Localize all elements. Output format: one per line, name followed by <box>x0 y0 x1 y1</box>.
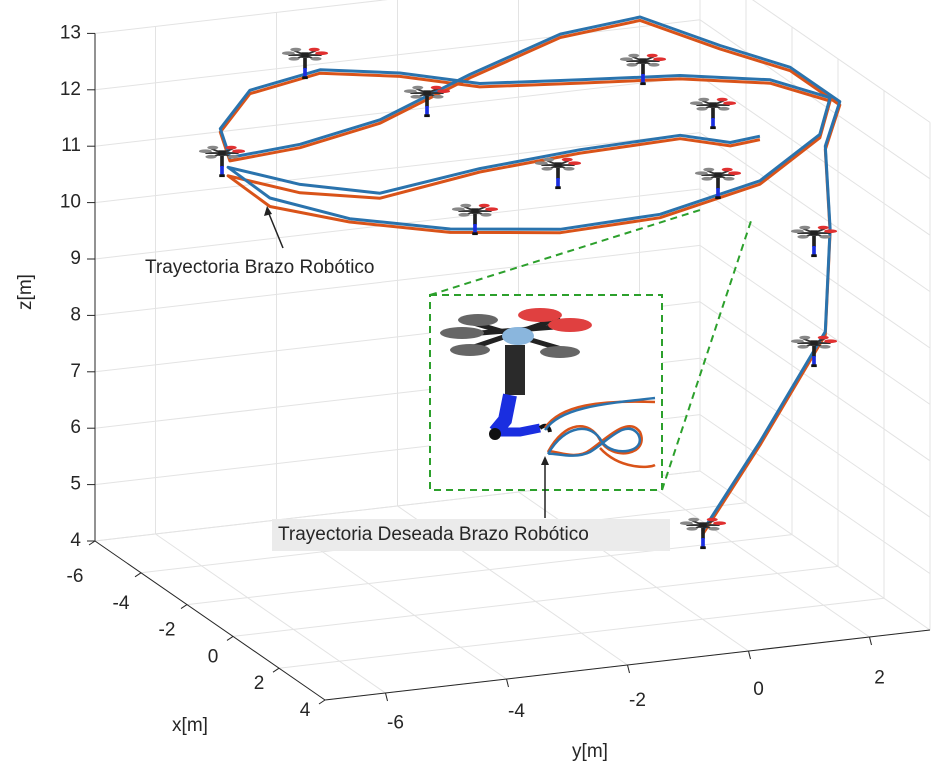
drone <box>404 86 450 117</box>
chart: Trayectoria Brazo Robótico Trayectoria D… <box>0 0 932 769</box>
x-tick-label: -2 <box>159 620 176 641</box>
z-tick-label: 9 <box>70 248 81 269</box>
x-tick-label: -4 <box>113 593 130 614</box>
y-tick-label: 2 <box>874 668 885 689</box>
tick-mark <box>89 541 95 545</box>
page: {"chart_data": { "type": "line3d", "xlab… <box>0 0 932 769</box>
z-tick-label: 4 <box>70 530 81 551</box>
x-tick-label: 4 <box>300 700 311 721</box>
tick-mark <box>628 665 630 673</box>
grid-line <box>700 415 930 574</box>
drone <box>199 146 245 177</box>
drone <box>791 336 837 367</box>
tick-mark <box>749 651 751 659</box>
y-tick-label: 0 <box>753 679 764 700</box>
x-axis-label: x[m] <box>172 715 208 736</box>
z-tick-label: 12 <box>60 79 81 100</box>
y-axis-label: y[m] <box>572 741 608 762</box>
zoom-line <box>662 218 752 490</box>
z-tick-label: 6 <box>70 417 81 438</box>
grid-line <box>700 20 930 179</box>
z-tick-label: 10 <box>60 192 81 213</box>
grid-line <box>279 598 884 668</box>
zoom-line <box>430 210 700 295</box>
tick-mark <box>319 700 325 704</box>
series-annotation: Trayectoria Brazo Robótico <box>145 257 375 278</box>
z-tick-label: 7 <box>70 361 81 382</box>
tick-mark <box>135 573 141 577</box>
tick-mark <box>181 605 187 609</box>
tick-mark <box>870 637 872 645</box>
z-tick-label: 8 <box>70 304 81 325</box>
x-tick-label: 2 <box>254 673 265 694</box>
tick-mark <box>273 668 279 672</box>
drone <box>690 98 736 129</box>
drone <box>535 158 581 189</box>
y-tick-label: -4 <box>508 701 525 722</box>
arrow <box>267 209 283 248</box>
zoom-inset <box>430 210 752 490</box>
z-tick-label: 13 <box>60 22 81 43</box>
z-tick-label: 11 <box>61 135 81 156</box>
tick-mark <box>386 693 388 701</box>
x-tick-label: -6 <box>67 566 84 587</box>
z-axis-label: z[m] <box>15 274 36 310</box>
grid-line <box>700 76 930 235</box>
grid-line <box>700 302 930 461</box>
y-tick-label: -2 <box>629 690 646 711</box>
grid-line <box>233 566 838 636</box>
x-tick-label: 0 <box>208 646 219 667</box>
tick-mark <box>227 636 233 640</box>
tick-mark <box>507 679 509 687</box>
series-annotation: Trayectoria Deseada Brazo Robótico <box>278 524 589 545</box>
z-tick-label: 5 <box>70 474 81 495</box>
y-tick-label: -6 <box>387 712 404 733</box>
grid-line <box>700 358 930 517</box>
